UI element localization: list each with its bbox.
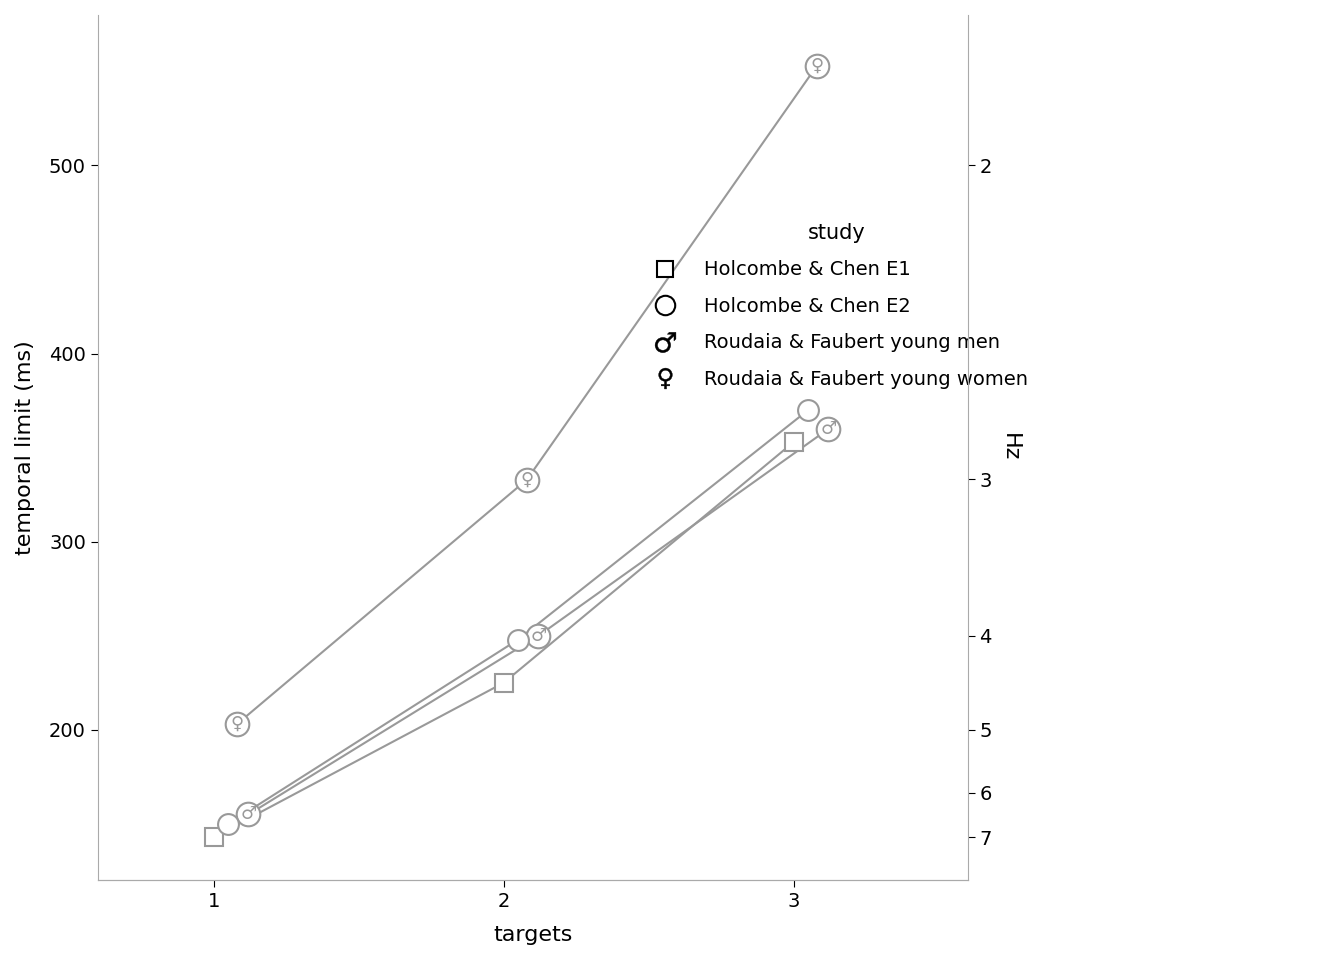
Text: ♂: ♂ bbox=[531, 627, 547, 645]
Text: ♀: ♀ bbox=[520, 470, 534, 489]
Y-axis label: Hz: Hz bbox=[1000, 434, 1020, 462]
X-axis label: targets: targets bbox=[493, 925, 573, 945]
Text: ♀: ♀ bbox=[230, 715, 243, 733]
Legend: Holcombe & Chen E1, Holcombe & Chen E2, Roudaia & Faubert young men, Roudaia & F: Holcombe & Chen E1, Holcombe & Chen E2, … bbox=[638, 215, 1036, 396]
Text: ♂: ♂ bbox=[241, 805, 257, 824]
Text: ♀: ♀ bbox=[810, 57, 824, 75]
Text: ♂: ♂ bbox=[820, 420, 836, 438]
Y-axis label: temporal limit (ms): temporal limit (ms) bbox=[15, 340, 35, 555]
